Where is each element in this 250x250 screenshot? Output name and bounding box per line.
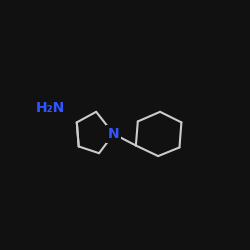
Text: N: N	[108, 127, 120, 141]
Text: H₂N: H₂N	[36, 101, 65, 115]
